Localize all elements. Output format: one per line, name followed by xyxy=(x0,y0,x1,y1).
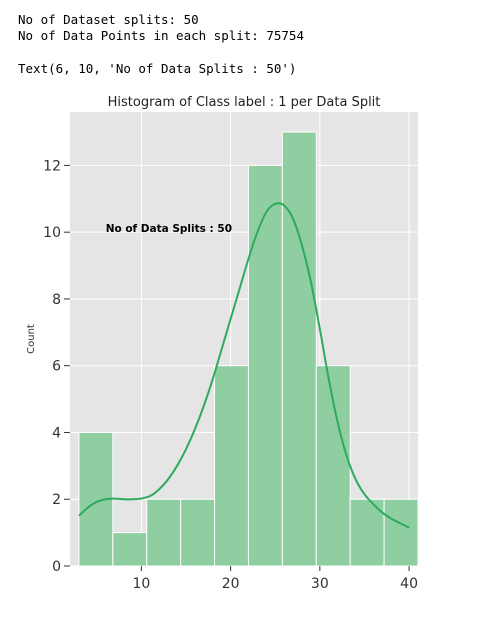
histogram-bar xyxy=(146,498,182,567)
y-tick-label: 2 xyxy=(52,492,61,508)
histogram-bar xyxy=(315,365,351,567)
console-output-line-1: No of Dataset splits: 50 xyxy=(18,12,199,27)
y-axis-title: Count xyxy=(26,324,37,354)
histogram-bar xyxy=(281,131,317,567)
histogram-bar xyxy=(180,498,216,567)
y-tick-label: 4 xyxy=(52,425,61,441)
histogram-bar xyxy=(112,532,148,567)
y-tick-label: 0 xyxy=(52,559,61,575)
x-tick-label: 30 xyxy=(311,576,329,592)
x-tick-label: 20 xyxy=(222,576,240,592)
console-output-line-2: No of Data Points in each split: 75754 xyxy=(18,28,304,43)
x-axis: 10 20 30 40 xyxy=(132,566,418,592)
x-tick-label: 10 xyxy=(132,576,150,592)
y-tick-label: 10 xyxy=(43,225,61,241)
console-output-line-3: Text(6, 10, 'No of Data Splits : 50') xyxy=(18,61,297,76)
chart-annotation: No of Data Splits : 50 xyxy=(106,223,232,235)
y-tick-label: 8 xyxy=(52,292,61,308)
histogram-bar xyxy=(214,365,249,567)
x-tick-label: 40 xyxy=(400,576,418,592)
histogram-bars xyxy=(78,131,419,567)
histogram-bar xyxy=(383,498,419,567)
y-axis: 0 2 4 6 8 10 12 xyxy=(43,158,70,575)
kde-curve xyxy=(78,202,410,529)
y-tick-label: 6 xyxy=(52,359,61,375)
chart-title: Histogram of Class label : 1 per Data Sp… xyxy=(108,95,381,110)
y-tick-label: 12 xyxy=(43,158,61,174)
histogram-bar xyxy=(247,164,283,567)
